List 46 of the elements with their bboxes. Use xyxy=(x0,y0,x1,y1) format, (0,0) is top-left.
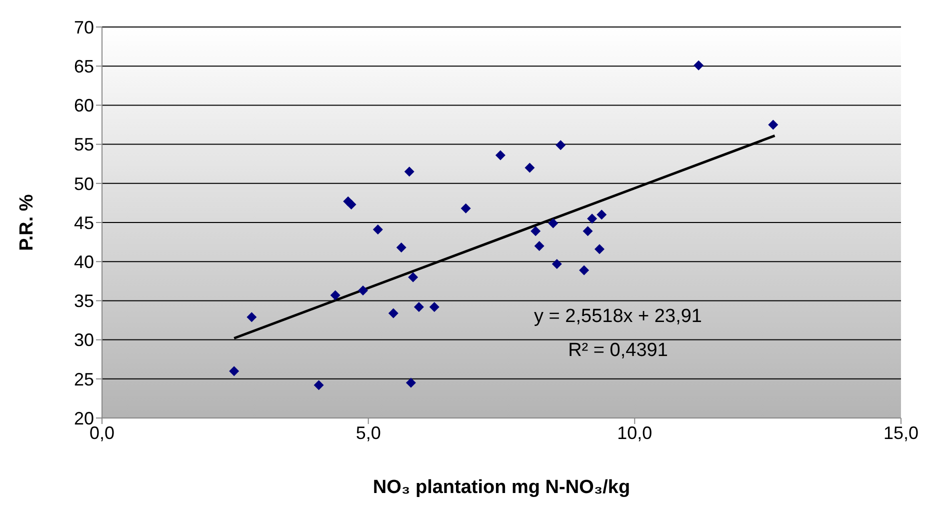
point xyxy=(556,140,566,150)
x-tick-label: 15,0 xyxy=(883,422,919,443)
point xyxy=(594,244,605,254)
point xyxy=(229,366,240,376)
x-tick-label: 10,0 xyxy=(617,422,652,443)
point xyxy=(534,240,544,251)
y-tick-label: 55 xyxy=(74,134,94,155)
annotation: R² = 0,4391 xyxy=(567,339,669,363)
point xyxy=(548,218,558,228)
annotation: y = 2,5518x + 23,91 xyxy=(533,305,703,329)
y-tick-label: 45 xyxy=(74,212,94,233)
y-tick-label: 60 xyxy=(74,96,94,116)
y-tick-label: 30 xyxy=(74,330,94,350)
point xyxy=(524,162,535,173)
point xyxy=(346,200,356,210)
y-tick-label: 40 xyxy=(74,252,94,272)
point xyxy=(372,224,383,235)
point xyxy=(246,312,257,322)
x-tick-label: 5,0 xyxy=(356,422,381,443)
point xyxy=(388,308,398,318)
point xyxy=(552,258,562,269)
y-tick-label: 35 xyxy=(74,291,94,312)
y-axis-title: P.R. % xyxy=(16,194,38,251)
point xyxy=(330,290,340,300)
point xyxy=(408,272,418,282)
y-tick-label: 25 xyxy=(74,369,94,390)
point xyxy=(396,242,406,253)
point xyxy=(406,378,416,388)
point xyxy=(582,226,593,236)
point xyxy=(768,120,778,130)
point xyxy=(579,265,590,276)
y-tick-label: 50 xyxy=(74,174,94,194)
y-tick-label: 65 xyxy=(74,56,94,76)
x-axis-title: NO₃ plantation mg N-NO₃/kg xyxy=(372,477,630,498)
point xyxy=(460,203,471,214)
point xyxy=(414,302,424,312)
point xyxy=(694,60,704,70)
point xyxy=(495,150,506,160)
point xyxy=(358,286,368,296)
point xyxy=(429,302,440,312)
point xyxy=(587,214,598,224)
y-tick-label: 70 xyxy=(74,17,94,38)
point xyxy=(596,210,607,220)
point xyxy=(404,166,414,177)
point xyxy=(314,380,324,390)
point xyxy=(530,226,541,236)
